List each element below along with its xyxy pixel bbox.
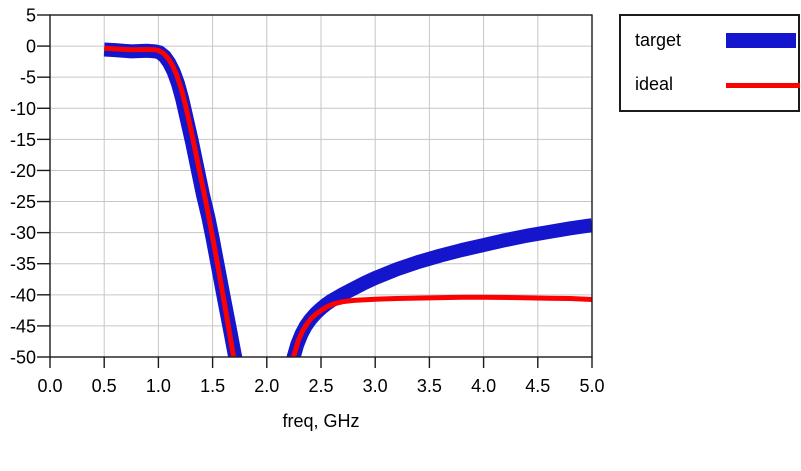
y-tick-label: -10 [10,99,36,119]
y-tick-label: 0 [26,37,36,57]
x-tick-label: 0.5 [92,376,117,396]
x-tick-label: 1.0 [146,376,171,396]
legend: target ideal [619,14,800,112]
legend-item-ideal: ideal [621,73,800,101]
x-tick-label: 2.5 [308,376,333,396]
ideal-curve [104,45,592,357]
x-tick-label: 5.0 [579,376,604,396]
y-tick-label: -35 [10,254,36,274]
x-tick-label: 0.0 [37,376,62,396]
y-tick-label: -40 [10,285,36,305]
y-tick-label: -30 [10,223,36,243]
y-tick-label: -20 [10,161,36,181]
legend-swatch-ideal-line [726,83,800,88]
x-tick-label: 4.5 [525,376,550,396]
legend-item-target: target [621,29,798,57]
y-tick-label: -15 [10,130,36,150]
legend-swatch-target-band [726,33,796,48]
x-tick-label: 4.0 [471,376,496,396]
legend-label-ideal: ideal [635,74,674,94]
grid-lines [50,15,592,357]
axis-tick-labels: 0.0 0.5 1.0 1.5 2.0 2.5 3.0 3.5 4.0 4.5 5.0 5 0 -5 -10… [10,6,605,397]
target-curve [103,42,592,357]
curves [103,42,592,357]
y-tick-label: 5 [26,6,36,26]
y-tick-label: -50 [10,348,36,368]
x-axis-label: freq, GHz [282,411,359,431]
y-tick-label: -25 [10,192,36,212]
y-tick-label: -45 [10,316,36,336]
x-tick-label: 1.5 [200,376,225,396]
x-tick-label: 3.0 [363,376,388,396]
x-tick-label: 2.0 [254,376,279,396]
legend-label-target: target [635,30,682,50]
y-tick-label: -5 [20,68,36,88]
axis-ticks [37,14,593,368]
x-tick-label: 3.5 [417,376,442,396]
